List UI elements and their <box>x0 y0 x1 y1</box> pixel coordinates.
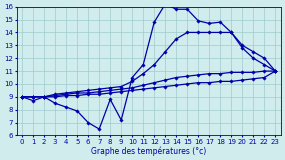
X-axis label: Graphe des températures (°c): Graphe des températures (°c) <box>91 146 206 156</box>
